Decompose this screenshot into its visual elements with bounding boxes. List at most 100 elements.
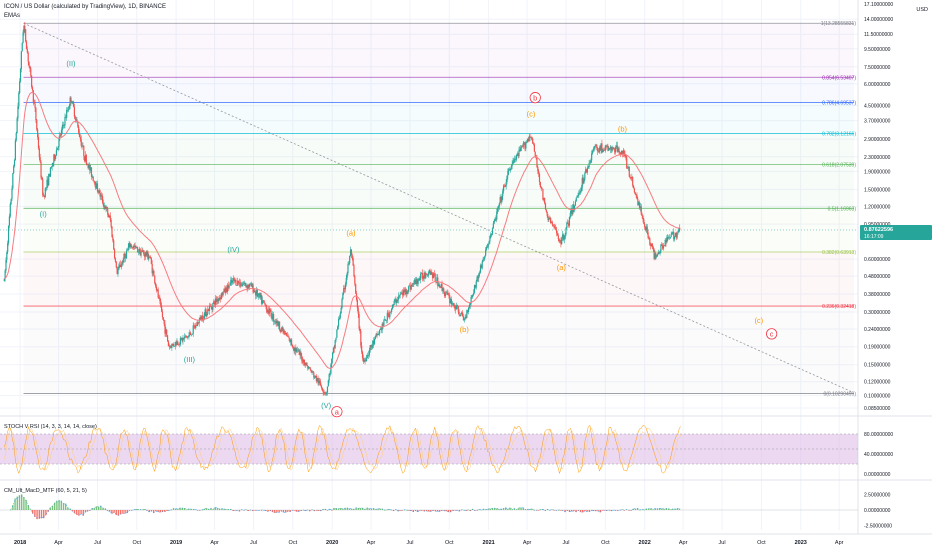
- macd-bar: [201, 509, 203, 511]
- candle-body: [349, 255, 351, 264]
- stoch-tick: 80.00000000: [864, 432, 893, 438]
- candle-body: [443, 288, 445, 292]
- candle-body: [214, 301, 216, 305]
- candle-body: [396, 301, 398, 303]
- bar-countdown: 16:17:09: [864, 234, 884, 240]
- macd-bar: [313, 510, 315, 511]
- candle-body: [414, 279, 417, 285]
- candle-body: [401, 292, 403, 295]
- candle-body: [413, 283, 415, 285]
- candle-body: [632, 176, 634, 186]
- candle-body: [27, 52, 29, 62]
- candle-body: [123, 254, 125, 263]
- candle-body: [376, 333, 378, 336]
- macd-bar: [350, 508, 353, 510]
- candle-body: [349, 249, 352, 256]
- candle-body: [673, 231, 675, 240]
- candle-body: [89, 164, 91, 171]
- candle-body: [218, 298, 220, 302]
- candle-body: [130, 245, 132, 247]
- candle-body: [71, 101, 73, 104]
- fib-level-label: 0.786(4.69537): [822, 100, 856, 106]
- candle-body: [253, 290, 255, 293]
- candle-body: [538, 173, 541, 182]
- candle-body: [108, 215, 111, 217]
- candle-body: [452, 303, 454, 304]
- wave-label-b2: (b): [618, 125, 628, 134]
- candle-body: [510, 166, 512, 170]
- macd-bar: [124, 510, 126, 514]
- macd-bar: [408, 510, 410, 511]
- candle-body: [606, 145, 608, 147]
- candle-body: [230, 279, 232, 284]
- macd-bar: [309, 510, 311, 512]
- candle-body: [375, 333, 377, 336]
- macd-bar: [326, 510, 329, 511]
- candle-body: [479, 272, 481, 274]
- macd-bar: [212, 509, 214, 510]
- candle-body: [676, 232, 678, 238]
- macd-bar: [375, 509, 377, 510]
- candle-body: [353, 265, 355, 277]
- candle-body: [15, 132, 17, 141]
- candle-body: [610, 146, 612, 151]
- candle-body: [420, 272, 423, 274]
- candle-body: [569, 213, 571, 218]
- candle-body: [498, 203, 500, 207]
- candle-body: [149, 256, 151, 258]
- candle-body: [101, 195, 103, 197]
- candle-body: [422, 278, 424, 279]
- candle-body: [178, 344, 180, 345]
- candle-body: [556, 233, 559, 236]
- candle-body: [301, 356, 303, 361]
- candle-body: [294, 347, 296, 352]
- candle-body: [228, 285, 230, 289]
- candle-body: [136, 247, 138, 248]
- candle-body: [122, 260, 124, 263]
- macd-bar: [161, 510, 164, 513]
- candle-body: [561, 234, 564, 238]
- macd-bar: [267, 510, 269, 512]
- macd-bar: [546, 509, 549, 510]
- candle-body: [541, 188, 543, 190]
- candle-body: [590, 160, 592, 163]
- indicator-label[interactable]: EMAs: [4, 13, 21, 19]
- candle-body: [183, 337, 185, 339]
- candle-body: [318, 380, 320, 384]
- candle-body: [195, 324, 197, 328]
- candle-body: [651, 243, 653, 247]
- candle-body: [469, 303, 471, 305]
- current-price-tag: [860, 224, 932, 240]
- candle-body: [517, 153, 519, 157]
- candle-body: [343, 288, 345, 294]
- candle-body: [30, 68, 32, 76]
- candle-body: [226, 284, 229, 292]
- candle-body: [98, 190, 100, 193]
- macd-bar: [287, 510, 289, 512]
- wave-label-b: (b): [460, 325, 470, 334]
- candle-body: [404, 289, 406, 293]
- macd-bar: [507, 508, 509, 510]
- candle-body: [571, 209, 573, 214]
- candle-body: [250, 283, 252, 287]
- macd-bar: [568, 510, 571, 512]
- candle-body: [645, 226, 647, 231]
- candle-body: [242, 283, 244, 285]
- candle-body: [559, 240, 561, 242]
- candle-body: [248, 284, 250, 288]
- candle-body: [60, 134, 62, 136]
- candle-body: [308, 367, 310, 369]
- candle-body: [208, 305, 211, 311]
- candle-body: [254, 290, 256, 292]
- candle-body: [190, 332, 192, 335]
- price-tick: 4.50000000: [864, 104, 891, 110]
- candle-body: [603, 149, 605, 151]
- macd-bar: [106, 510, 109, 511]
- macd-bar: [597, 510, 599, 512]
- candle-body: [513, 160, 515, 162]
- symbol-title: ICON / US Dollar (calculated by TradingV…: [4, 4, 166, 10]
- macd-bar: [641, 509, 643, 510]
- macd-bar: [53, 502, 56, 510]
- candle-body: [261, 300, 264, 304]
